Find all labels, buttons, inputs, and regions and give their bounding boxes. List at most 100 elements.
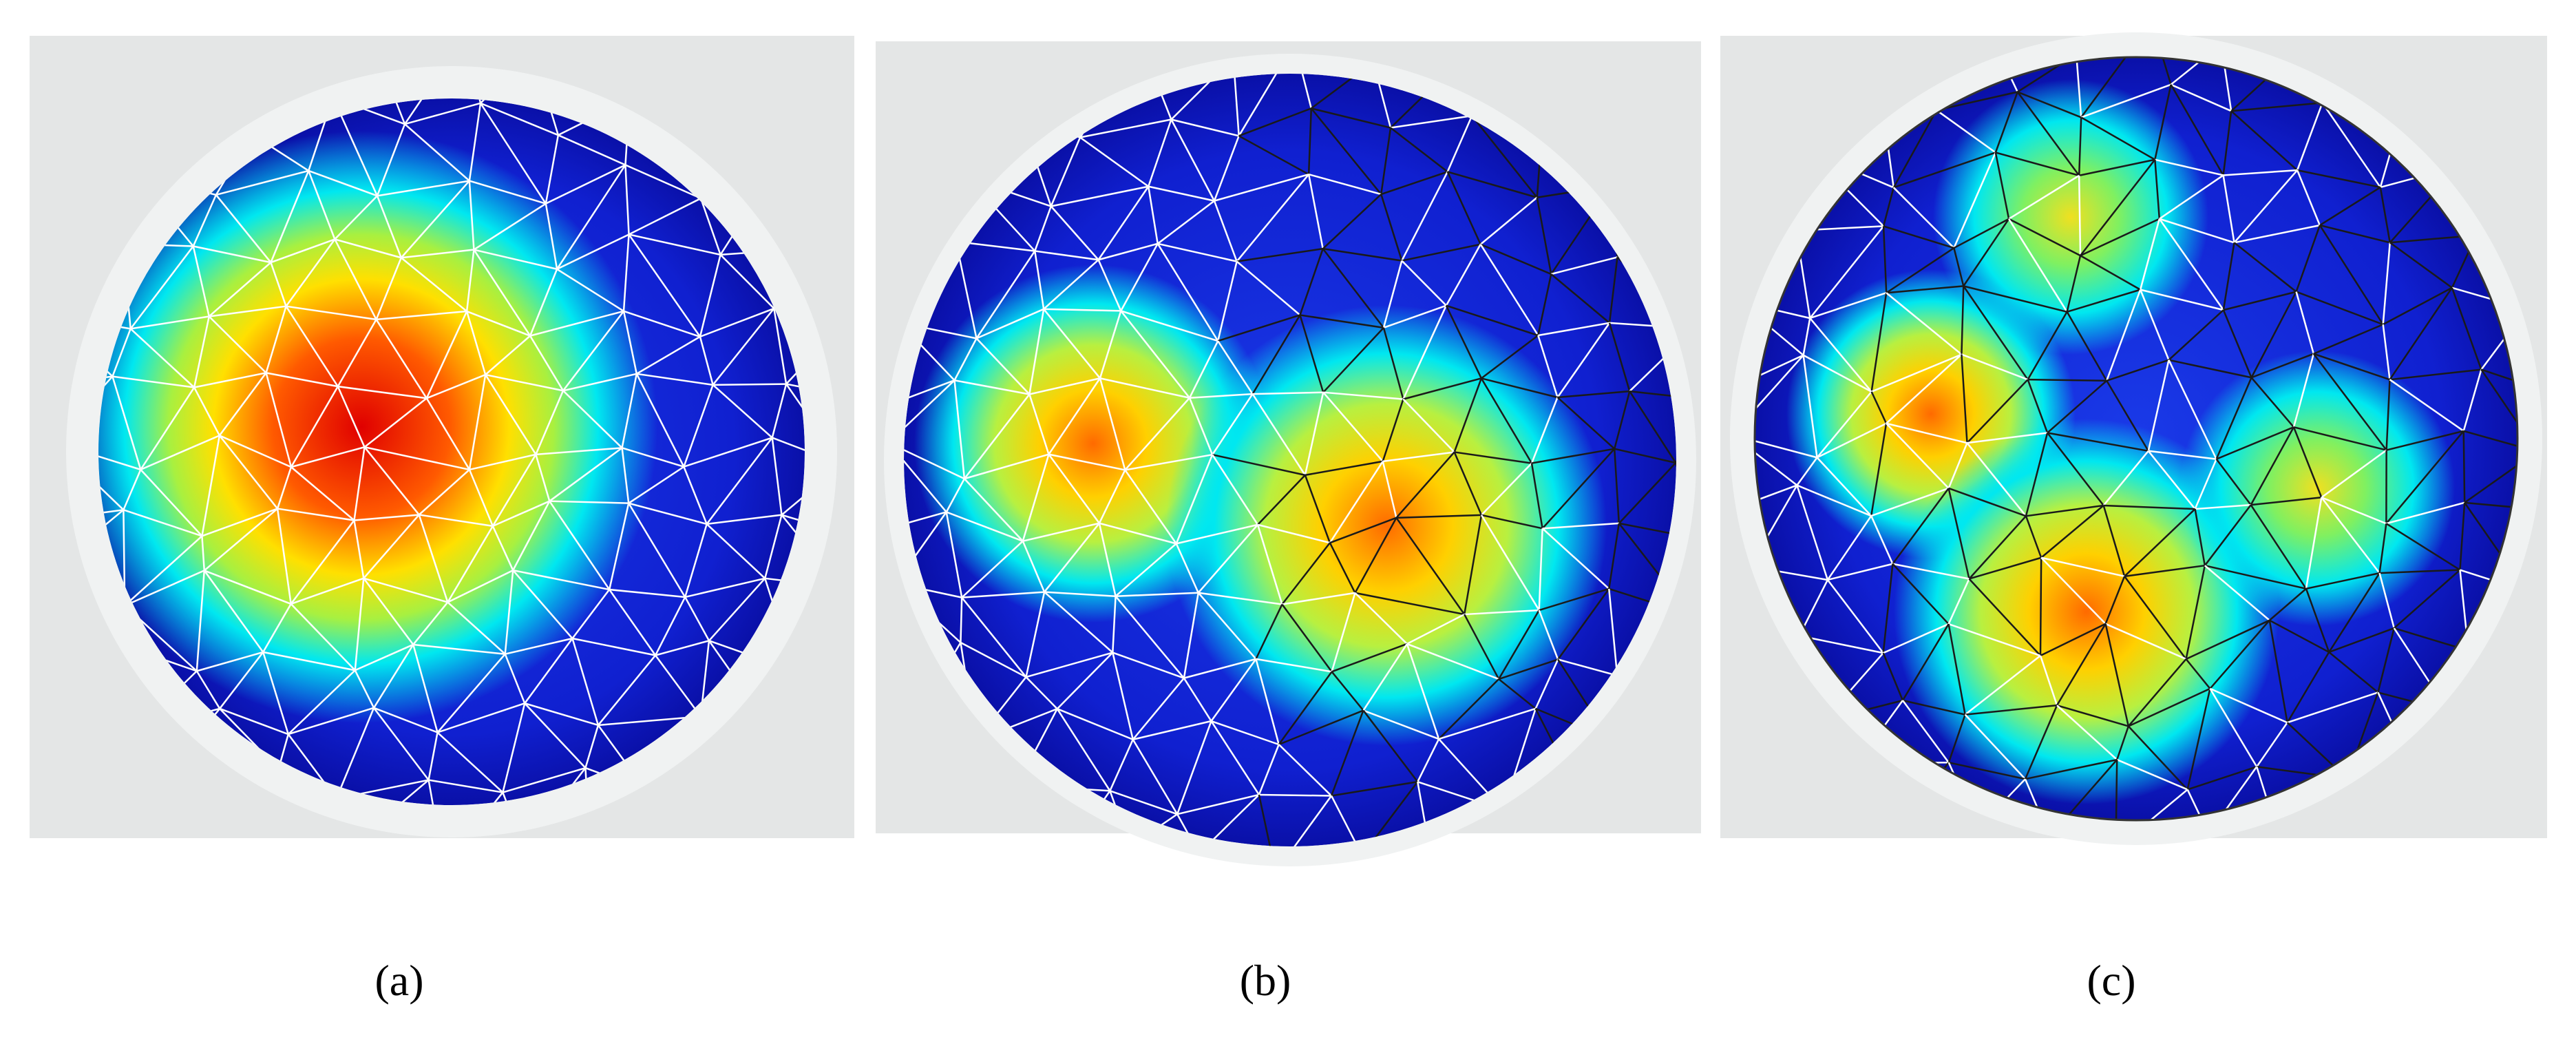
mesh-edge xyxy=(1886,353,1963,424)
mesh-edge xyxy=(683,384,714,468)
mesh-edge xyxy=(1947,578,1970,625)
mesh-edge xyxy=(945,512,963,598)
mesh-edge xyxy=(1304,392,1324,476)
mesh-edge xyxy=(2383,286,2453,326)
mesh-edge xyxy=(2296,291,2384,326)
mesh-edge xyxy=(2159,174,2224,220)
mesh-edge xyxy=(2295,291,2315,355)
mesh-edge xyxy=(1299,315,1324,393)
mesh-edge xyxy=(1236,174,1310,262)
mesh-edge xyxy=(1541,528,1610,590)
mesh-edge xyxy=(1354,517,1397,594)
mesh-edge xyxy=(266,372,339,388)
mesh-edge xyxy=(1886,422,1967,444)
mesh-edge xyxy=(590,855,655,926)
mesh-edge xyxy=(447,569,514,603)
mesh-edge xyxy=(2106,380,2149,452)
mesh-edge xyxy=(2451,287,2482,371)
mesh-edge xyxy=(466,310,531,337)
mesh-edge xyxy=(265,373,293,468)
mesh-edge xyxy=(1538,528,1543,611)
mesh-edge xyxy=(2553,511,2576,568)
mesh-edge xyxy=(2154,84,2172,160)
mesh-edge xyxy=(1882,652,1904,701)
mesh-edge xyxy=(1183,677,1212,722)
mesh-edge xyxy=(1035,250,1099,261)
mesh-edge xyxy=(2223,291,2297,311)
mesh-edge xyxy=(203,570,264,653)
mesh-edge xyxy=(479,103,547,205)
mesh-edge xyxy=(1802,317,1811,355)
mesh-edge xyxy=(1402,398,1455,453)
mesh-edge xyxy=(545,164,626,205)
mesh-edge xyxy=(953,380,966,479)
mesh-edge xyxy=(2047,432,2149,452)
mesh-edge xyxy=(608,503,630,590)
mesh-edge xyxy=(1125,453,1213,471)
mesh-edge xyxy=(2027,311,2068,380)
mesh-edge xyxy=(2377,627,2395,693)
mesh-edge xyxy=(1629,328,1676,392)
mesh-edge xyxy=(2216,426,2294,460)
hot-region xyxy=(1933,79,2208,355)
mesh-edge xyxy=(2208,766,2258,820)
mesh-edge xyxy=(204,570,292,605)
mesh-edge xyxy=(1755,354,1804,436)
mesh-edge xyxy=(123,469,142,510)
mesh-edge xyxy=(2025,504,2104,517)
mesh-edge xyxy=(201,435,221,536)
mesh-edge xyxy=(1338,855,1362,943)
mesh-edge xyxy=(1968,578,2041,656)
mesh-edge xyxy=(2379,187,2391,243)
mesh-edge xyxy=(468,103,482,181)
mesh-edge xyxy=(1395,517,1466,615)
mesh-edge xyxy=(1157,243,1219,342)
mesh-edge xyxy=(1406,643,1440,740)
mesh-edge xyxy=(1537,273,1552,336)
mesh-edge xyxy=(1396,514,1482,519)
mesh-edge xyxy=(363,514,420,579)
mesh-edge xyxy=(1536,197,1552,275)
mesh-edge xyxy=(1480,377,1533,464)
mesh-edge xyxy=(524,848,568,919)
mesh-edge xyxy=(2025,515,2042,559)
mesh-edge xyxy=(1870,391,1888,424)
mesh-edge xyxy=(2139,218,2161,290)
mesh-edge xyxy=(354,578,365,671)
mesh-edge xyxy=(2285,857,2343,919)
mesh-edge xyxy=(1629,390,1676,463)
mesh-edge xyxy=(1176,793,1260,815)
mesh-edge xyxy=(2140,289,2170,361)
mesh-edge xyxy=(1120,243,1159,312)
mesh-edge xyxy=(419,514,494,528)
mesh-edge xyxy=(249,835,290,939)
mesh-edge xyxy=(1115,543,1177,597)
mesh-edge xyxy=(270,170,310,263)
mesh-edge xyxy=(1406,643,1499,680)
mesh-edge xyxy=(427,780,445,805)
mesh-edge xyxy=(2025,758,2118,780)
mesh-edge xyxy=(1097,186,1150,260)
mesh-edge xyxy=(1252,391,1324,395)
mesh-edge xyxy=(469,453,536,471)
mesh-edge xyxy=(556,164,626,270)
mesh-edge xyxy=(2233,242,2297,293)
mesh-edge xyxy=(2378,523,2387,574)
mesh-edge xyxy=(480,102,559,136)
mesh-edge xyxy=(196,651,264,672)
mesh-edge xyxy=(1050,205,1099,261)
mesh-edge xyxy=(2080,159,2156,256)
mesh-edge xyxy=(2386,501,2465,525)
mesh-edge xyxy=(350,841,357,921)
mesh-edge xyxy=(2025,433,2049,517)
mesh-edge xyxy=(1947,442,1968,489)
mesh-edge xyxy=(262,651,356,671)
mesh-edge xyxy=(2250,377,2294,428)
mesh-edge xyxy=(98,509,125,572)
mesh-edge xyxy=(2186,789,2210,820)
mesh-edge xyxy=(1329,542,1356,594)
mesh-edge xyxy=(401,249,474,259)
mesh-edge xyxy=(1157,200,1215,244)
mesh-edge xyxy=(781,463,805,516)
mesh-edge xyxy=(215,169,309,196)
